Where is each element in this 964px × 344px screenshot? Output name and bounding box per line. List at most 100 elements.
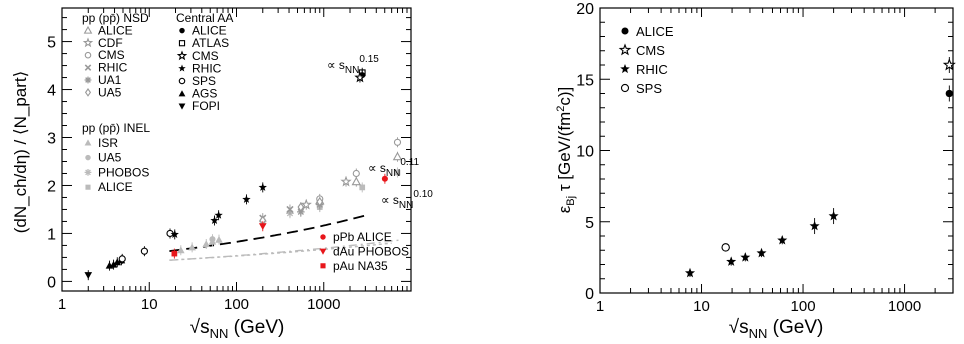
legend-label: PHOBOS [98, 165, 149, 179]
data-point [392, 151, 403, 161]
x-tick-label: 1000 [888, 298, 921, 315]
legend-marker [178, 64, 186, 72]
legend-label: ALICE [636, 24, 674, 39]
data-point [202, 240, 211, 248]
x-tick-label: 100 [791, 298, 816, 315]
data-point-rhic [777, 234, 788, 245]
legend-label: pAu NA35 [333, 259, 388, 273]
data-point-rhic [809, 220, 820, 231]
legend-label: SPS [636, 81, 662, 96]
data-point-rhic [756, 247, 767, 258]
legend-marker [620, 83, 630, 93]
data-point [300, 198, 312, 210]
data-point [84, 272, 93, 279]
data-point-cms [942, 58, 956, 71]
legend-marker [179, 27, 185, 34]
legend-heading: pp (pp̄) NSD [82, 11, 149, 25]
x-tick-label: 10 [693, 298, 710, 315]
y-tick-label: 20 [576, 1, 594, 18]
y-tick-label: 1 [47, 226, 56, 243]
data-point [394, 169, 401, 176]
legend-heading: pp (pp̄) INEL [82, 121, 150, 135]
legend-marker [618, 43, 632, 56]
data-point [140, 247, 148, 255]
legend-marker [178, 77, 186, 85]
legend-marker [84, 139, 92, 146]
legend-heading: Central AA [176, 11, 233, 25]
y-tick-label: 0 [585, 286, 594, 303]
data-point [393, 138, 402, 146]
x-axis-label: √sNN (GeV) [190, 317, 285, 341]
y-tick-label: 15 [576, 72, 594, 89]
data-point [354, 71, 366, 83]
legend: ALICE CMS RHIC SPS [618, 24, 674, 96]
legend-marker [178, 103, 186, 110]
legend-marker [83, 25, 93, 34]
fit-annotation: ∝ sNN0.10 [381, 189, 433, 211]
data-point [340, 175, 352, 187]
legend-label: UA5 [98, 151, 122, 165]
legend-label: RHIC [192, 61, 222, 75]
data-point [381, 175, 388, 182]
legend-marker [84, 169, 92, 176]
data-point [297, 202, 305, 212]
data-point-rhic [740, 252, 751, 262]
legend-marker [84, 88, 92, 97]
x-tick-label: 1 [596, 298, 604, 315]
data-point-sps [721, 243, 730, 252]
data-point [352, 169, 360, 178]
data-point [214, 210, 223, 219]
x-axis-label: √sNN (GeV) [729, 317, 824, 341]
legend-label: CMS [636, 43, 665, 58]
legend-marker [319, 248, 327, 255]
data-point [242, 195, 251, 203]
legend-marker [320, 234, 326, 240]
legend-marker [176, 50, 188, 61]
legend-label: dAu PHOBOS [333, 244, 409, 258]
legend-marker [621, 27, 629, 35]
legend-label: ATLAS [192, 36, 229, 50]
legend-label: FOPI [192, 99, 220, 113]
legend-label: RHIC [98, 61, 128, 75]
legend-marker [320, 263, 326, 269]
y-tick-label: 4 [47, 83, 56, 100]
data-point [188, 243, 196, 251]
x-tick-label: 10 [141, 296, 158, 313]
legend-label: CMS [192, 49, 219, 63]
legend-marker [84, 51, 92, 59]
data-point [210, 216, 219, 225]
legend-marker [82, 37, 94, 48]
legend-marker [178, 90, 186, 97]
data-point-rhic [726, 256, 737, 266]
legend-label: pPb ALICE [333, 230, 392, 244]
data-point [209, 236, 216, 243]
y-tick-label: 3 [47, 131, 56, 148]
data-point [258, 223, 267, 231]
y-tick-label: 2 [47, 178, 56, 195]
data-point [177, 246, 185, 254]
y-axis-label: (dN_ch/dη) / ⟨N_part⟩ [11, 71, 30, 234]
data-point [258, 183, 267, 191]
data-point [113, 258, 122, 266]
data-point [170, 230, 179, 238]
x-tick-label: 1000 [307, 296, 340, 313]
y-tick-label: 5 [47, 35, 56, 52]
legend-marker [84, 76, 92, 84]
x-tick-label: 1 [58, 296, 66, 313]
y-tick-label: 10 [576, 144, 594, 161]
y-tick-label: 5 [585, 215, 594, 232]
legend-label: SPS [192, 74, 216, 88]
data-point [118, 255, 126, 263]
legend-label: CDF [98, 36, 123, 50]
data-point [286, 205, 294, 214]
legend-label: UA1 [98, 73, 122, 87]
data-point-rhic [684, 267, 696, 278]
legend-marker [85, 154, 91, 161]
data-point [316, 197, 324, 207]
data-point [109, 260, 118, 268]
